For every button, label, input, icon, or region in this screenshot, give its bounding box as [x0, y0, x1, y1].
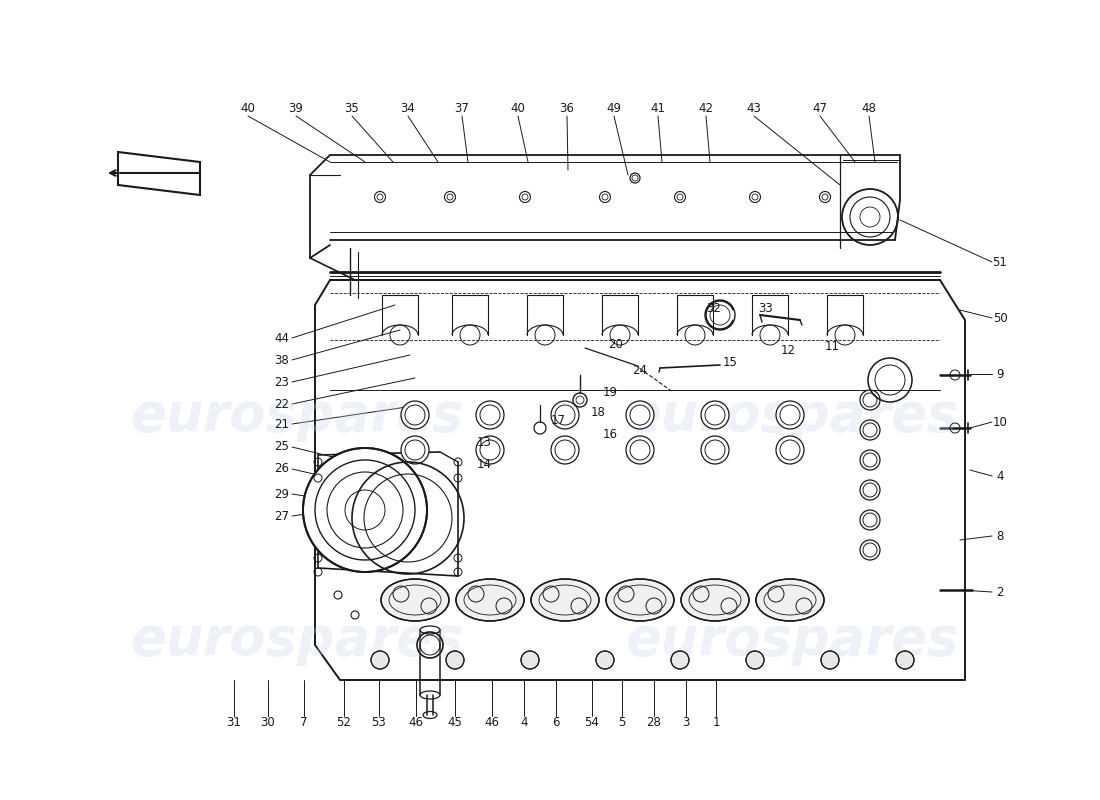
Circle shape	[701, 436, 729, 464]
Text: 32: 32	[706, 302, 722, 314]
Ellipse shape	[456, 579, 524, 621]
Text: 4: 4	[520, 717, 528, 730]
Text: 33: 33	[759, 302, 773, 314]
Text: 2: 2	[997, 586, 1003, 598]
Text: 40: 40	[241, 102, 255, 114]
Text: 35: 35	[344, 102, 360, 114]
Text: 4: 4	[997, 470, 1003, 482]
Text: 7: 7	[300, 717, 308, 730]
Text: 40: 40	[510, 102, 526, 114]
Text: 53: 53	[372, 717, 386, 730]
Text: 37: 37	[454, 102, 470, 114]
Text: 48: 48	[861, 102, 877, 114]
Ellipse shape	[381, 579, 449, 621]
Ellipse shape	[531, 579, 600, 621]
Text: 25: 25	[275, 441, 289, 454]
Circle shape	[626, 401, 654, 429]
Circle shape	[860, 450, 880, 470]
Circle shape	[476, 436, 504, 464]
Text: 11: 11	[825, 341, 839, 354]
Text: 45: 45	[448, 717, 462, 730]
Text: 30: 30	[261, 717, 275, 730]
Text: 38: 38	[275, 354, 289, 366]
Text: 18: 18	[591, 406, 605, 418]
Text: eurospares: eurospares	[625, 390, 959, 442]
Text: 52: 52	[337, 717, 351, 730]
Text: 44: 44	[275, 331, 289, 345]
Text: 8: 8	[997, 530, 1003, 542]
Circle shape	[860, 420, 880, 440]
Text: 46: 46	[484, 717, 499, 730]
Text: 12: 12	[781, 343, 795, 357]
Text: 14: 14	[476, 458, 492, 470]
Text: 29: 29	[275, 487, 289, 501]
Circle shape	[776, 436, 804, 464]
Circle shape	[446, 651, 464, 669]
Text: 24: 24	[632, 363, 648, 377]
Text: eurospares: eurospares	[625, 614, 959, 666]
Text: 46: 46	[408, 717, 424, 730]
Text: 5: 5	[618, 717, 626, 730]
Text: eurospares: eurospares	[130, 614, 464, 666]
Text: 17: 17	[550, 414, 565, 426]
Text: 13: 13	[476, 435, 492, 449]
Text: 1: 1	[713, 717, 719, 730]
Circle shape	[402, 436, 429, 464]
Circle shape	[371, 651, 389, 669]
Ellipse shape	[756, 579, 824, 621]
Text: 49: 49	[606, 102, 621, 114]
Text: 31: 31	[227, 717, 241, 730]
Circle shape	[860, 540, 880, 560]
Text: 3: 3	[682, 717, 690, 730]
Circle shape	[776, 401, 804, 429]
Text: 41: 41	[650, 102, 666, 114]
Circle shape	[476, 401, 504, 429]
Circle shape	[701, 401, 729, 429]
Text: 28: 28	[647, 717, 661, 730]
Text: 34: 34	[400, 102, 416, 114]
Circle shape	[551, 436, 579, 464]
Text: 42: 42	[698, 102, 714, 114]
Text: 43: 43	[747, 102, 761, 114]
Text: 54: 54	[584, 717, 600, 730]
Ellipse shape	[606, 579, 674, 621]
Text: 47: 47	[813, 102, 827, 114]
Text: 23: 23	[275, 375, 289, 389]
Circle shape	[302, 448, 427, 572]
Text: 36: 36	[560, 102, 574, 114]
Text: 26: 26	[275, 462, 289, 475]
Circle shape	[746, 651, 764, 669]
Circle shape	[860, 480, 880, 500]
Circle shape	[521, 651, 539, 669]
Text: 22: 22	[275, 398, 289, 410]
Text: 16: 16	[603, 429, 617, 442]
Text: 9: 9	[997, 367, 1003, 381]
Circle shape	[821, 651, 839, 669]
Text: 21: 21	[275, 418, 289, 430]
Text: 51: 51	[992, 255, 1008, 269]
Text: 6: 6	[552, 717, 560, 730]
Text: 19: 19	[603, 386, 617, 398]
Circle shape	[860, 390, 880, 410]
Circle shape	[551, 401, 579, 429]
Text: 10: 10	[992, 415, 1008, 429]
Text: 39: 39	[288, 102, 304, 114]
Circle shape	[626, 436, 654, 464]
Circle shape	[860, 510, 880, 530]
Circle shape	[671, 651, 689, 669]
Text: 20: 20	[608, 338, 624, 351]
Circle shape	[896, 651, 914, 669]
Text: 27: 27	[275, 510, 289, 522]
Text: 15: 15	[723, 355, 737, 369]
Ellipse shape	[681, 579, 749, 621]
Circle shape	[596, 651, 614, 669]
Text: eurospares: eurospares	[130, 390, 464, 442]
Circle shape	[402, 401, 429, 429]
Text: 50: 50	[992, 311, 1008, 325]
